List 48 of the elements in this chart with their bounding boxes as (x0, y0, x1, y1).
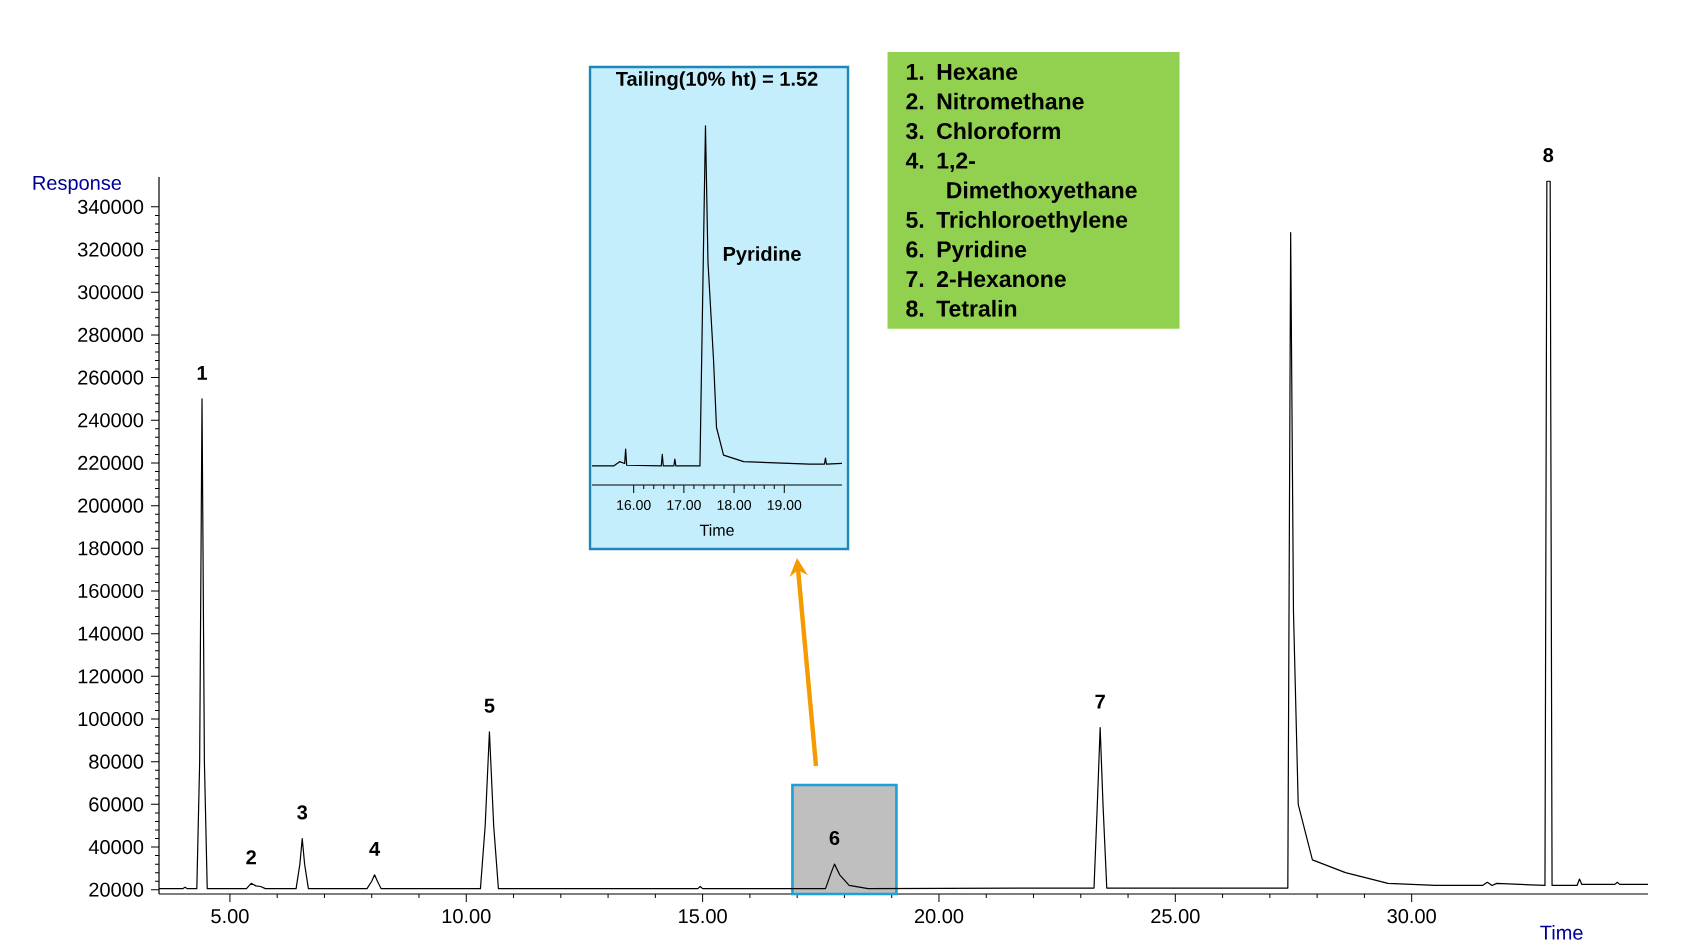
annotation: 7 (1095, 694, 1105, 709)
x-tick-label: 18.00 (717, 500, 752, 510)
x-axis-title: Time (699, 524, 734, 536)
annotation: Pyridine (723, 246, 801, 265)
y-tick-label: 280000 (78, 327, 144, 342)
text: 2. Nitromethane (906, 92, 1084, 110)
y-tick-label: 100000 (78, 711, 144, 727)
annotation: 4 (369, 841, 381, 856)
annotation: 6. Pyridine (906, 240, 1027, 263)
y-tick-label: 140000 (78, 626, 144, 641)
y-tick-label: 20000 (89, 882, 144, 897)
annotation: 6 (829, 830, 840, 846)
x-tick-label: 19.00 (767, 500, 802, 510)
y-tick-label: 80000 (89, 754, 144, 769)
x-tick-label: 30.00 (1387, 909, 1436, 924)
y-tick-label: 160000 (78, 583, 144, 599)
x-tick-label: 5.00 (211, 909, 249, 924)
annotation: 8. Tetralin (906, 299, 1017, 317)
x-axis-title: Time (1540, 925, 1583, 940)
text: 3. Chloroform (906, 122, 1060, 140)
x-tick-label: 20.00 (914, 909, 964, 924)
y-tick-label: 220000 (78, 455, 144, 471)
x-tick-label: 16.00 (617, 500, 651, 510)
y-tick-label: 40000 (88, 839, 144, 855)
y-tick-label: 260000 (78, 370, 144, 385)
annotation: 2 (246, 850, 256, 865)
y-axis-title: Response (33, 176, 122, 194)
y-tick-label: 340000 (77, 199, 144, 214)
y-tick-label: 120000 (78, 669, 144, 684)
x-tick-label: 25.00 (1151, 909, 1200, 924)
annotation: 3 (297, 805, 308, 820)
y-tick-label: 240000 (78, 413, 144, 428)
annotation: 1 (197, 366, 208, 380)
annotation: 5 (484, 698, 495, 713)
annotation: 7. 2-Hexanone (906, 270, 1066, 288)
annotation: 5. Trichloroethylene (906, 211, 1128, 233)
x-tick-label: 10.00 (442, 909, 491, 924)
text: 1. Hexane (906, 63, 1018, 80)
y-tick-label: 300000 (77, 285, 144, 300)
chart-title: Tailing(10% ht) = 1.52 (616, 71, 818, 90)
y-tick-label: 320000 (77, 242, 144, 257)
y-tick-label: 180000 (78, 541, 144, 556)
annotation: 4. 1,2-Dimethoxyethane (905, 152, 1137, 203)
x-tick-label: 15.00 (679, 909, 727, 924)
y-tick-label: 60000 (89, 797, 144, 812)
annotation: 8 (1543, 148, 1554, 163)
x-tick-label: 17.00 (667, 500, 701, 510)
y-tick-label: 200000 (78, 498, 144, 513)
